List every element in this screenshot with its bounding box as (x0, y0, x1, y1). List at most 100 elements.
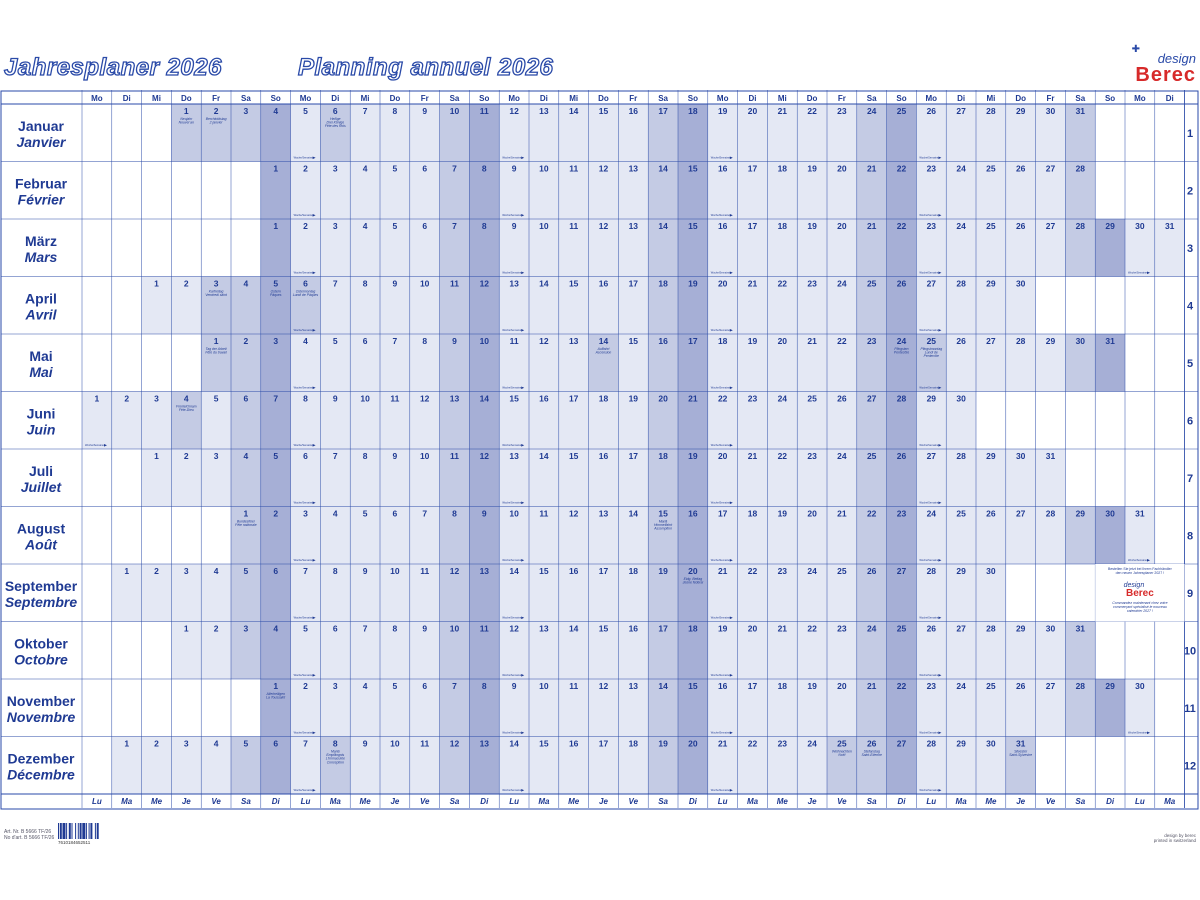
day-number: 10 (450, 106, 460, 116)
week-marker: Woche/Semaine (502, 788, 522, 792)
day-number: 15 (539, 566, 549, 576)
day-number: 7 (452, 164, 457, 174)
barcode-bar (66, 823, 68, 839)
day-cell (618, 506, 649, 564)
day-number: 31 (1105, 336, 1115, 346)
day-number: 14 (629, 509, 639, 519)
day-cell (946, 449, 976, 507)
day-cell (648, 276, 678, 334)
day-cell (171, 449, 202, 507)
day-number: 7 (452, 221, 457, 231)
day-cell (231, 391, 261, 449)
day-number: 11 (539, 509, 548, 519)
planner-header: Jahresplaner 2026 Planning annuel 2026 ✚… (0, 0, 1200, 90)
weekday-footer-label: Me (568, 797, 580, 806)
day-cell (350, 276, 380, 334)
weekday-header-label: Di (957, 94, 965, 103)
day-number: 13 (509, 279, 519, 289)
day-cell (707, 564, 738, 622)
day-cell (350, 104, 380, 162)
day-cell (797, 564, 827, 622)
day-cell (1035, 506, 1066, 564)
week-marker: Woche/Semaine (1128, 271, 1148, 275)
week-arrow-icon (521, 789, 525, 792)
week-marker: Woche/Semaine (502, 731, 522, 735)
day-number: 14 (658, 681, 668, 691)
weekday-footer-label: Lu (92, 797, 102, 806)
day-cell (231, 564, 261, 622)
holiday-label: Silvester (1014, 750, 1028, 754)
day-number: 3 (333, 221, 338, 231)
day-number: 18 (688, 106, 698, 116)
day-number: 2 (184, 451, 189, 461)
day-cell (201, 391, 231, 449)
weekday-header-label: Mo (717, 94, 729, 103)
day-number: 7 (333, 279, 338, 289)
day-number: 2 (273, 509, 278, 519)
day-cell (350, 449, 380, 507)
day-cell (707, 161, 738, 219)
day-number: 27 (1046, 164, 1056, 174)
planner-grid-svg: Mo Lu Di Ma Mi Me Do Je Fr Ve Sa Sa So Di Mo Lu Di Ma Mi Me… (0, 90, 1199, 810)
day-number: 3 (214, 279, 219, 289)
day-number: 21 (837, 509, 847, 519)
day-cell (1035, 219, 1066, 277)
day-cell (737, 391, 768, 449)
day-cell (588, 334, 619, 392)
day-cell (946, 564, 976, 622)
day-cell (320, 219, 351, 277)
print-credit: design by berec printed in switzerland (1154, 833, 1196, 843)
day-number: 9 (512, 221, 517, 231)
day-number: 19 (718, 106, 728, 116)
week-marker: Woche/Semaine (294, 501, 314, 505)
day-cell (856, 449, 887, 507)
week-arrow-icon (729, 444, 733, 447)
day-cell (320, 276, 351, 334)
day-number: 3 (154, 394, 159, 404)
day-number: 2 (303, 164, 308, 174)
day-number: 6 (422, 681, 427, 691)
day-number: 11 (480, 106, 489, 116)
week-marker: Woche/Semaine (711, 156, 731, 160)
day-cell (946, 391, 976, 449)
day-cell (916, 621, 947, 679)
day-cell (618, 219, 649, 277)
day-number: 30 (1046, 106, 1056, 116)
day-cell (1095, 506, 1125, 564)
day-cell (290, 161, 321, 219)
day-number: 14 (569, 624, 579, 634)
day-number: 19 (658, 739, 668, 749)
day-cell (380, 334, 410, 392)
day-cell (1005, 449, 1036, 507)
day-number: 23 (778, 739, 788, 749)
weekday-footer-label: Di (480, 797, 489, 806)
day-cell (797, 679, 827, 737)
day-number: 2 (303, 221, 308, 231)
day-cell (916, 276, 947, 334)
week-arrow-icon (521, 386, 525, 390)
day-number: 8 (363, 279, 368, 289)
week-arrow-icon (938, 674, 942, 677)
day-number: 15 (688, 164, 698, 174)
weekday-footer-label: Je (1016, 797, 1025, 806)
month-number: 11 (1184, 703, 1196, 715)
day-number: 23 (778, 566, 788, 576)
day-cell (827, 449, 857, 507)
day-number: 5 (333, 336, 338, 346)
day-cell (916, 391, 947, 449)
day-number: 25 (867, 451, 877, 461)
day-cell (856, 104, 887, 162)
weekday-header-label: Di (331, 94, 339, 103)
weekday-header-label: Di (540, 94, 548, 103)
week-arrow-icon (729, 156, 733, 160)
holiday-label: Pâques (270, 293, 282, 297)
day-number: 5 (393, 164, 398, 174)
day-cell (678, 564, 708, 622)
promo-text-fr: calendrier 2027 ! (1127, 609, 1153, 613)
day-cell (558, 391, 589, 449)
weekday-header-label: Fr (1047, 94, 1055, 103)
month-name-de: September (5, 578, 78, 594)
day-number: 21 (718, 566, 728, 576)
weekday-footer-label: Je (182, 797, 191, 806)
day-number: 17 (599, 739, 609, 749)
